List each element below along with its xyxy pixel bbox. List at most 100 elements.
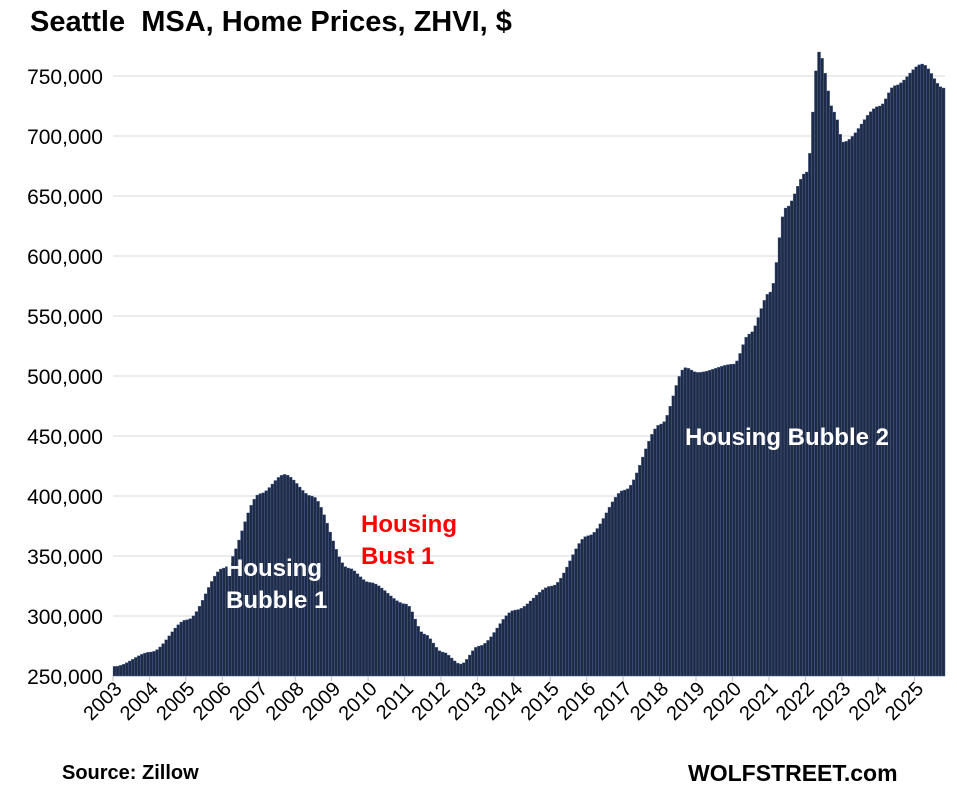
bar [419,631,423,677]
bar [355,573,360,677]
bar [935,83,940,677]
bar [437,650,442,677]
bar [665,415,669,677]
bar [179,621,184,677]
bar [656,425,660,677]
bar [203,593,208,677]
bar [434,647,439,677]
bar [829,105,833,677]
bar [899,82,903,677]
x-tick-label: 2022 [772,678,819,725]
bar [328,531,332,677]
bar [932,78,937,677]
bar [534,594,539,677]
bar [468,654,472,677]
bar [422,633,426,677]
bar [352,570,357,677]
bar [337,556,341,677]
bar [762,300,767,677]
bar [121,663,126,677]
x-tick-label: 2020 [699,678,746,725]
bar [152,651,156,677]
bar [835,119,839,677]
bar [586,535,590,677]
bar [577,543,581,677]
bar [474,647,478,677]
bar [765,294,770,677]
bar [692,371,697,677]
bar [131,659,135,677]
bar [683,367,688,677]
bar [173,627,177,677]
y-tick-label: 250,000 [27,666,103,689]
bar [537,592,542,677]
bar [455,662,460,677]
bar [917,64,921,677]
bar [735,360,739,677]
bar [698,372,703,677]
bar [714,368,718,677]
bar [413,618,417,677]
bar [938,86,943,677]
bar [847,139,852,677]
bar [492,632,496,677]
bar [367,582,372,677]
bar [167,635,171,677]
bar [650,434,654,677]
annotation-line: Housing [361,511,457,538]
bar [777,237,782,677]
bar [550,585,554,677]
bar [361,579,366,677]
bar [222,567,226,677]
bar [540,589,545,677]
bar [704,370,709,677]
bar [871,108,876,677]
bar [446,654,451,677]
annotation-line: Bust 1 [361,543,435,570]
bar [504,615,508,677]
bar [610,501,615,677]
bar [619,490,624,677]
bar [185,619,190,677]
x-axis: 2003200420052006200720082009201020112012… [80,676,928,725]
bar [443,652,448,677]
bar [389,595,393,677]
bar [808,153,812,677]
bar [568,560,572,677]
bar [817,51,821,677]
bar [908,72,912,677]
bar [124,662,129,677]
bar [647,440,651,677]
y-tick-label: 700,000 [27,126,103,149]
x-tick-label: 2004 [116,678,163,725]
x-tick-label: 2010 [335,678,382,725]
x-tick-label: 2009 [298,678,345,725]
bar [768,291,773,677]
bar [416,626,420,677]
bar [729,363,733,677]
bar [635,472,639,677]
bar [373,583,378,677]
bar [513,609,518,677]
bar [923,65,928,677]
bar [370,582,375,677]
bar [720,366,724,677]
bar [920,63,924,677]
bar [565,566,569,677]
bar [440,651,445,677]
y-tick-label: 450,000 [27,426,103,449]
bar [604,512,609,677]
bar [483,643,487,677]
x-tick-label: 2006 [189,678,236,725]
bar [458,663,463,677]
bar [571,554,575,677]
bar [510,610,515,677]
bar [878,105,882,677]
chart-title: Seattle MSA, Home Prices, ZHVI, $ [30,6,512,38]
bar [856,128,861,677]
bar [732,363,736,677]
x-tick-label: 2007 [225,678,272,725]
bar [428,638,433,677]
bar [641,456,645,677]
y-tick-label: 350,000 [27,546,103,569]
